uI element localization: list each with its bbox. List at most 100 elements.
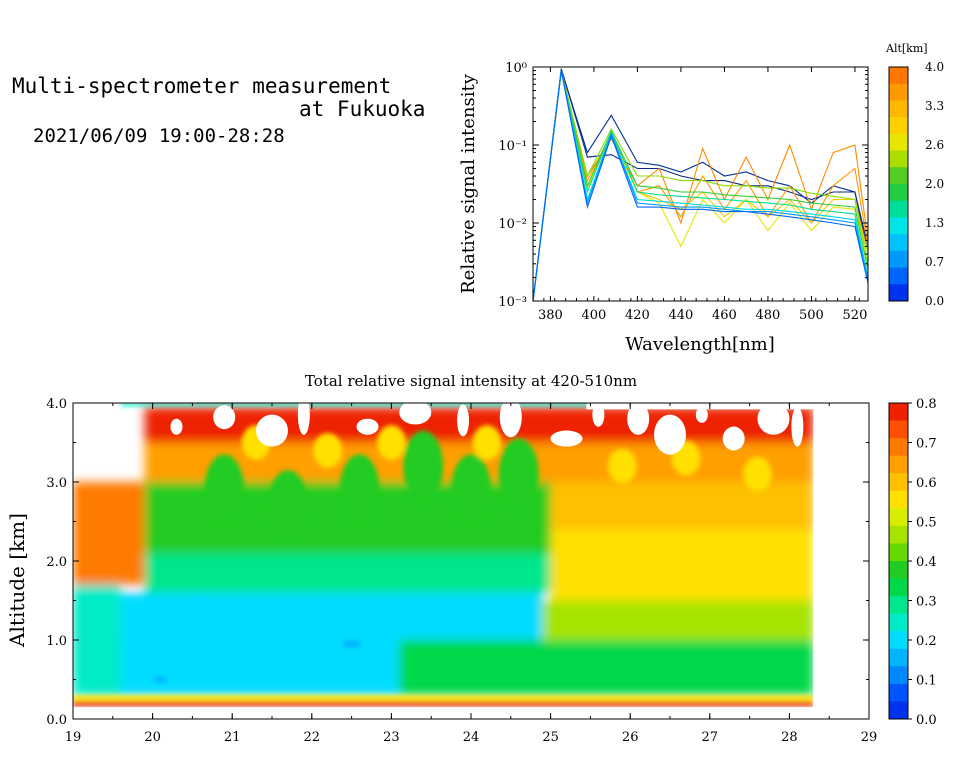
heatmap-x-tick-label: 27: [702, 730, 719, 745]
heatmap-cell: [451, 454, 491, 526]
colorbar-label: 0.5: [916, 516, 937, 531]
heatmap-cell: [498, 438, 539, 510]
spectrum-x-tick-label: 440: [669, 308, 694, 323]
altitude-legend-swatch: [889, 250, 908, 269]
heatmap-cell: [73, 640, 400, 696]
spectrum-y-tick-label: 10⁻³: [498, 295, 527, 310]
heatmap-cell: [154, 676, 167, 683]
spectrum-y-tick-label: 10⁻²: [498, 217, 527, 232]
spectrum-y-tick-label: 10⁻¹: [498, 139, 527, 154]
spectrum-x-axis-label: Wavelength[nm]: [625, 334, 775, 355]
colorbar-label: 0.8: [916, 397, 937, 412]
intensity-colorbar: 0.8 0.7 0.6 0.5 0.4 0.3 0.2 0.1 0.0: [888, 397, 937, 728]
heatmap-y-axis-label: Altitude [km]: [5, 513, 29, 648]
heatmap-x-tick-label: 22: [304, 730, 321, 745]
spectrum-axes: 380 400 420 440 460 480 500 520 10⁰ 10⁻¹ 10⁻² 10⁻³: [498, 61, 868, 323]
heatmap-cell: [313, 433, 343, 468]
heatmap-cell: [342, 640, 362, 648]
spectrum-x-tick-label: 400: [581, 308, 606, 323]
colorbar-label: 0.2: [916, 634, 937, 649]
spectrum-x-tick-label: 380: [538, 308, 563, 323]
spectrum-series-7: [533, 70, 868, 301]
altitude-legend-swatch: [889, 150, 908, 168]
colorbar-swatch: [889, 490, 908, 509]
altitude-legend-swatch: [889, 100, 908, 118]
heatmap-cell: [144, 553, 551, 593]
altitude-legend-swatch: [889, 133, 908, 152]
spectrum-x-tick-label: 460: [712, 308, 737, 323]
colorbar-swatch: [889, 543, 908, 562]
colorbar-label: 0.7: [916, 437, 937, 452]
colorbar-swatch: [889, 438, 908, 457]
spectrum-series-10: [533, 70, 868, 301]
heatmap-x-tick-label: 21: [224, 730, 241, 745]
heatmap-cell: [204, 454, 245, 526]
heatmap-cell: [120, 403, 814, 407]
altitude-legend-label: 1.3: [925, 216, 944, 230]
heatmap-cell: [399, 640, 814, 696]
figure-title-line2: at Fukuoka: [299, 97, 426, 121]
heatmap-cell: [550, 529, 814, 601]
heatmap-y-tick-label: 2.0: [46, 555, 67, 570]
heatmap-cell: [472, 425, 502, 460]
spectrum-series-8: [533, 70, 868, 301]
heatmap-x-tick-label: 28: [781, 730, 798, 745]
spectrum-plot-frame: [532, 66, 869, 302]
altitude-legend-title: Alt[km]: [885, 42, 928, 55]
altitude-legend-swatch: [889, 234, 908, 252]
colorbar-swatch: [889, 420, 908, 439]
heatmap-cell: [403, 430, 444, 502]
altitude-legend-label: 4.0: [925, 60, 944, 74]
heatmap-cell: [607, 448, 637, 484]
altitude-legend-swatch: [889, 167, 908, 185]
altitude-legend-swatch: [889, 184, 908, 202]
colorbar-swatch: [889, 508, 908, 527]
heatmap-cell: [550, 474, 814, 530]
spectrum-series-11: [533, 70, 868, 301]
heatmap-x-tick-label: 29: [861, 730, 878, 745]
colorbar-label: 0.6: [916, 476, 937, 491]
altitude-legend-swatch: [889, 267, 908, 285]
spectrum-y-axis-label: Relative signal intensity: [458, 73, 479, 294]
colorbar-label: 0.4: [916, 555, 937, 570]
colorbar-swatch: [889, 525, 908, 544]
figure-title-line1: Multi-spectrometer measurement: [12, 74, 392, 98]
colorbar-swatch: [889, 648, 908, 667]
heatmap-cell: [73, 482, 145, 585]
heatmap-title: Total relative signal intensity at 420-5…: [305, 372, 637, 390]
heatmap-cell: [73, 701, 814, 707]
colorbar-swatch: [889, 455, 908, 474]
heatmap-cell: [743, 456, 772, 492]
spectrum-series-group: [533, 68, 868, 301]
colorbar-swatch: [889, 596, 908, 615]
colorbar-swatch: [889, 666, 908, 685]
colorbar-label: 0.0: [916, 713, 937, 728]
altitude-legend-swatch: [889, 200, 908, 218]
measurement-datetime: 2021/06/09 19:00-28:28: [33, 125, 285, 147]
spectrum-series-6: [533, 70, 868, 301]
heatmap-y-tick-label: 0.0: [46, 713, 67, 728]
altitude-legend-swatch: [889, 67, 908, 85]
colorbar-swatch: [889, 473, 908, 492]
altitude-legend-label: 0.0: [925, 294, 944, 308]
heatmap-cell: [339, 454, 380, 526]
heatmap-x-tick-label: 23: [383, 730, 400, 745]
heatmap-cell: [377, 425, 406, 460]
colorbar-label: 0.1: [916, 674, 937, 689]
spectrum-x-tick-label: 480: [756, 308, 781, 323]
colorbar-swatch: [889, 631, 908, 650]
spectrum-x-tick-label: 420: [625, 308, 650, 323]
altitude-legend-swatch: [889, 284, 908, 302]
heatmap-x-tick-label: 20: [144, 730, 161, 745]
colorbar-swatch: [889, 403, 908, 422]
heatmap-cell: [268, 470, 308, 542]
altitude-legend-swatch: [889, 117, 908, 135]
altitude-legend-swatch: [889, 217, 908, 235]
colorbar-label: 0.3: [916, 595, 937, 610]
heatmap-cell: [73, 695, 814, 701]
heatmap-x-tick-label: 19: [65, 730, 82, 745]
altitude-legend-label: 2.6: [925, 138, 944, 152]
heatmap-x-tick-label: 25: [542, 730, 559, 745]
spectrum-series-9: [533, 70, 868, 301]
